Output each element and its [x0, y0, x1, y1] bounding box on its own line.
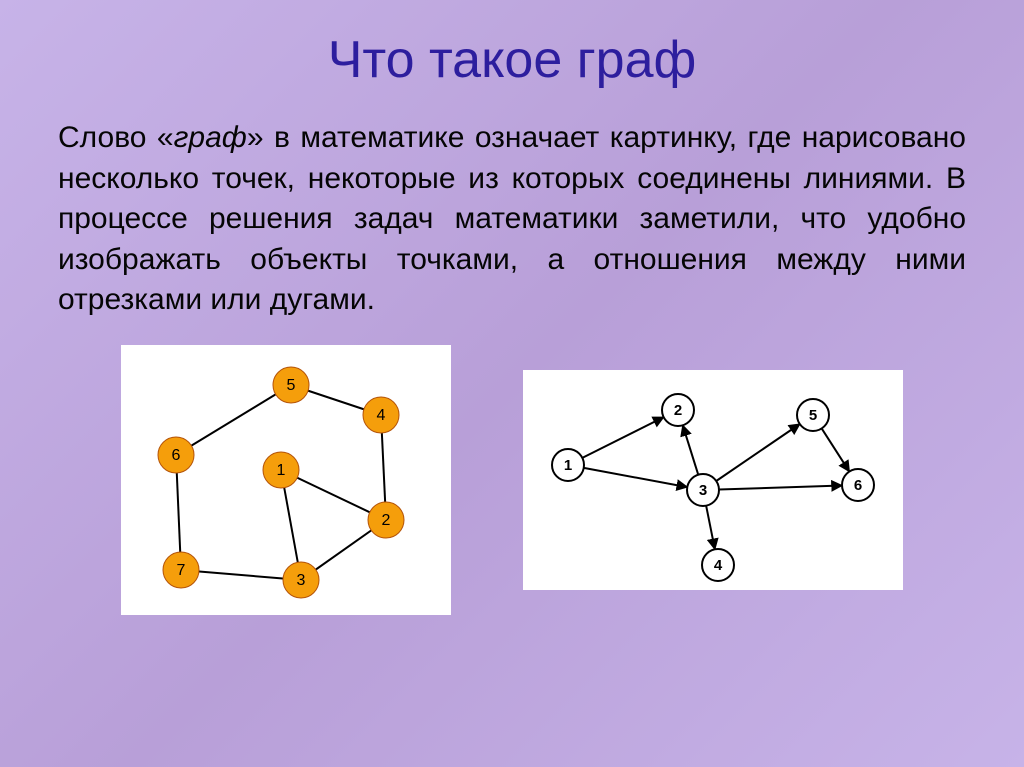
- graph-edge: [706, 505, 715, 549]
- graph-edge: [682, 425, 697, 474]
- graph-node-label: 3: [698, 482, 706, 499]
- body-paragraph: Слово «граф» в математике означает карти…: [58, 118, 966, 321]
- graph-edge: [716, 424, 800, 481]
- graph-edge: [176, 385, 291, 455]
- graph-edge: [582, 417, 663, 458]
- italic-word-graph: граф: [174, 121, 247, 154]
- graph-node-label: 1: [277, 462, 286, 479]
- graph-node-label: 4: [713, 557, 722, 574]
- body-prefix: Слово «: [58, 121, 174, 154]
- graph-edge: [719, 485, 842, 489]
- graph-node-label: 4: [377, 407, 386, 424]
- graph-node-label: 2: [673, 402, 681, 419]
- graph-edge: [583, 467, 687, 486]
- graph-node-label: 2: [382, 512, 391, 529]
- graph-node-label: 3: [297, 572, 306, 589]
- graph-2-panel: 1 2 3 4 5 6: [523, 370, 903, 590]
- graph-node-label: 5: [808, 407, 816, 424]
- slide-title: Что такое граф: [50, 30, 974, 90]
- graph-node-label: 5: [287, 377, 296, 394]
- graph-1-svg: 1 2 3 4 5 6 7: [121, 345, 451, 615]
- slide: Что такое граф Слово «граф» в математике…: [0, 0, 1024, 767]
- graph-node-label: 1: [563, 457, 571, 474]
- graph-1-panel: 1 2 3 4 5 6 7: [121, 345, 451, 615]
- graph-edge: [821, 428, 849, 471]
- graph-2-svg: 1 2 3 4 5 6: [523, 370, 903, 590]
- graph-node-label: 7: [177, 562, 186, 579]
- graph-node-label: 6: [172, 447, 181, 464]
- graph-node-label: 6: [853, 477, 861, 494]
- graphs-row: 1 2 3 4 5 6 7 1 2 3 4 5 6: [50, 345, 974, 615]
